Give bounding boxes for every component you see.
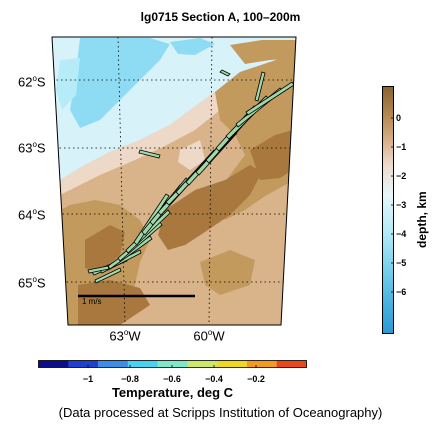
shoal-patch xyxy=(200,250,255,295)
depth-tick-2: −2 xyxy=(396,171,407,181)
temperature-swatch xyxy=(38,360,69,368)
temp-tick-2: −0.6 xyxy=(163,374,181,384)
basin-region xyxy=(70,38,170,128)
land-dark-east xyxy=(250,128,296,180)
depth-tick-1: −1 xyxy=(396,142,407,152)
island-dark-2 xyxy=(158,165,262,250)
map-title: lg0715 Section A, 100–200m xyxy=(140,10,301,24)
lon-label-60w: 60oW xyxy=(193,328,225,344)
depth-tick-5: −5 xyxy=(396,258,407,268)
depth-tick-6: −6 xyxy=(396,287,407,297)
temperature-swatch xyxy=(276,360,307,368)
basin-edge xyxy=(56,58,80,110)
basin-patch xyxy=(170,38,215,55)
pale-shelf-band xyxy=(52,60,296,205)
scale-bar-label: 1 m/s xyxy=(82,297,102,306)
island-dark-1 xyxy=(85,225,125,272)
lat-label-63: 63oS xyxy=(18,140,46,156)
lat-label-65: 65oS xyxy=(18,275,46,291)
map-frame xyxy=(51,36,297,326)
temperature-colorbar-title: Temperature, deg C xyxy=(111,385,234,400)
depth-tick-0: 0 xyxy=(396,113,402,123)
velocity-vectors xyxy=(87,69,295,284)
temp-tick-0: −1 xyxy=(82,374,94,384)
land-dark-south xyxy=(78,280,150,325)
temperature-swatch xyxy=(157,360,188,368)
temperature-swatch xyxy=(217,360,248,368)
footer-credit: (Data processed at Scripps Institution o… xyxy=(58,405,383,420)
depth-tick-4: −4 xyxy=(396,229,407,239)
temp-tick-1: −0.8 xyxy=(121,374,139,384)
temperature-swatch xyxy=(98,360,129,368)
temperature-swatch xyxy=(68,360,99,368)
temperature-swatch xyxy=(187,360,218,368)
lat-label-62: 62oS xyxy=(18,74,46,90)
depth-tick-3: −3 xyxy=(396,200,407,210)
lat-label-64: 64oS xyxy=(18,207,46,223)
temp-tick-4: −0.2 xyxy=(247,374,265,384)
depth-colorbar xyxy=(382,86,394,334)
depth-colorbar-label: depth, km xyxy=(415,191,429,248)
graticule xyxy=(52,37,296,325)
pale-patch xyxy=(178,140,205,170)
temperature-swatch xyxy=(127,360,158,368)
land-top xyxy=(230,40,296,64)
lon-label-63w: 63oW xyxy=(109,328,141,344)
depth-label-wrap: depth, km xyxy=(415,178,431,248)
temp-tick-3: −0.4 xyxy=(205,374,223,384)
temperature-colorbar xyxy=(38,360,307,368)
temperature-swatch xyxy=(246,360,278,368)
